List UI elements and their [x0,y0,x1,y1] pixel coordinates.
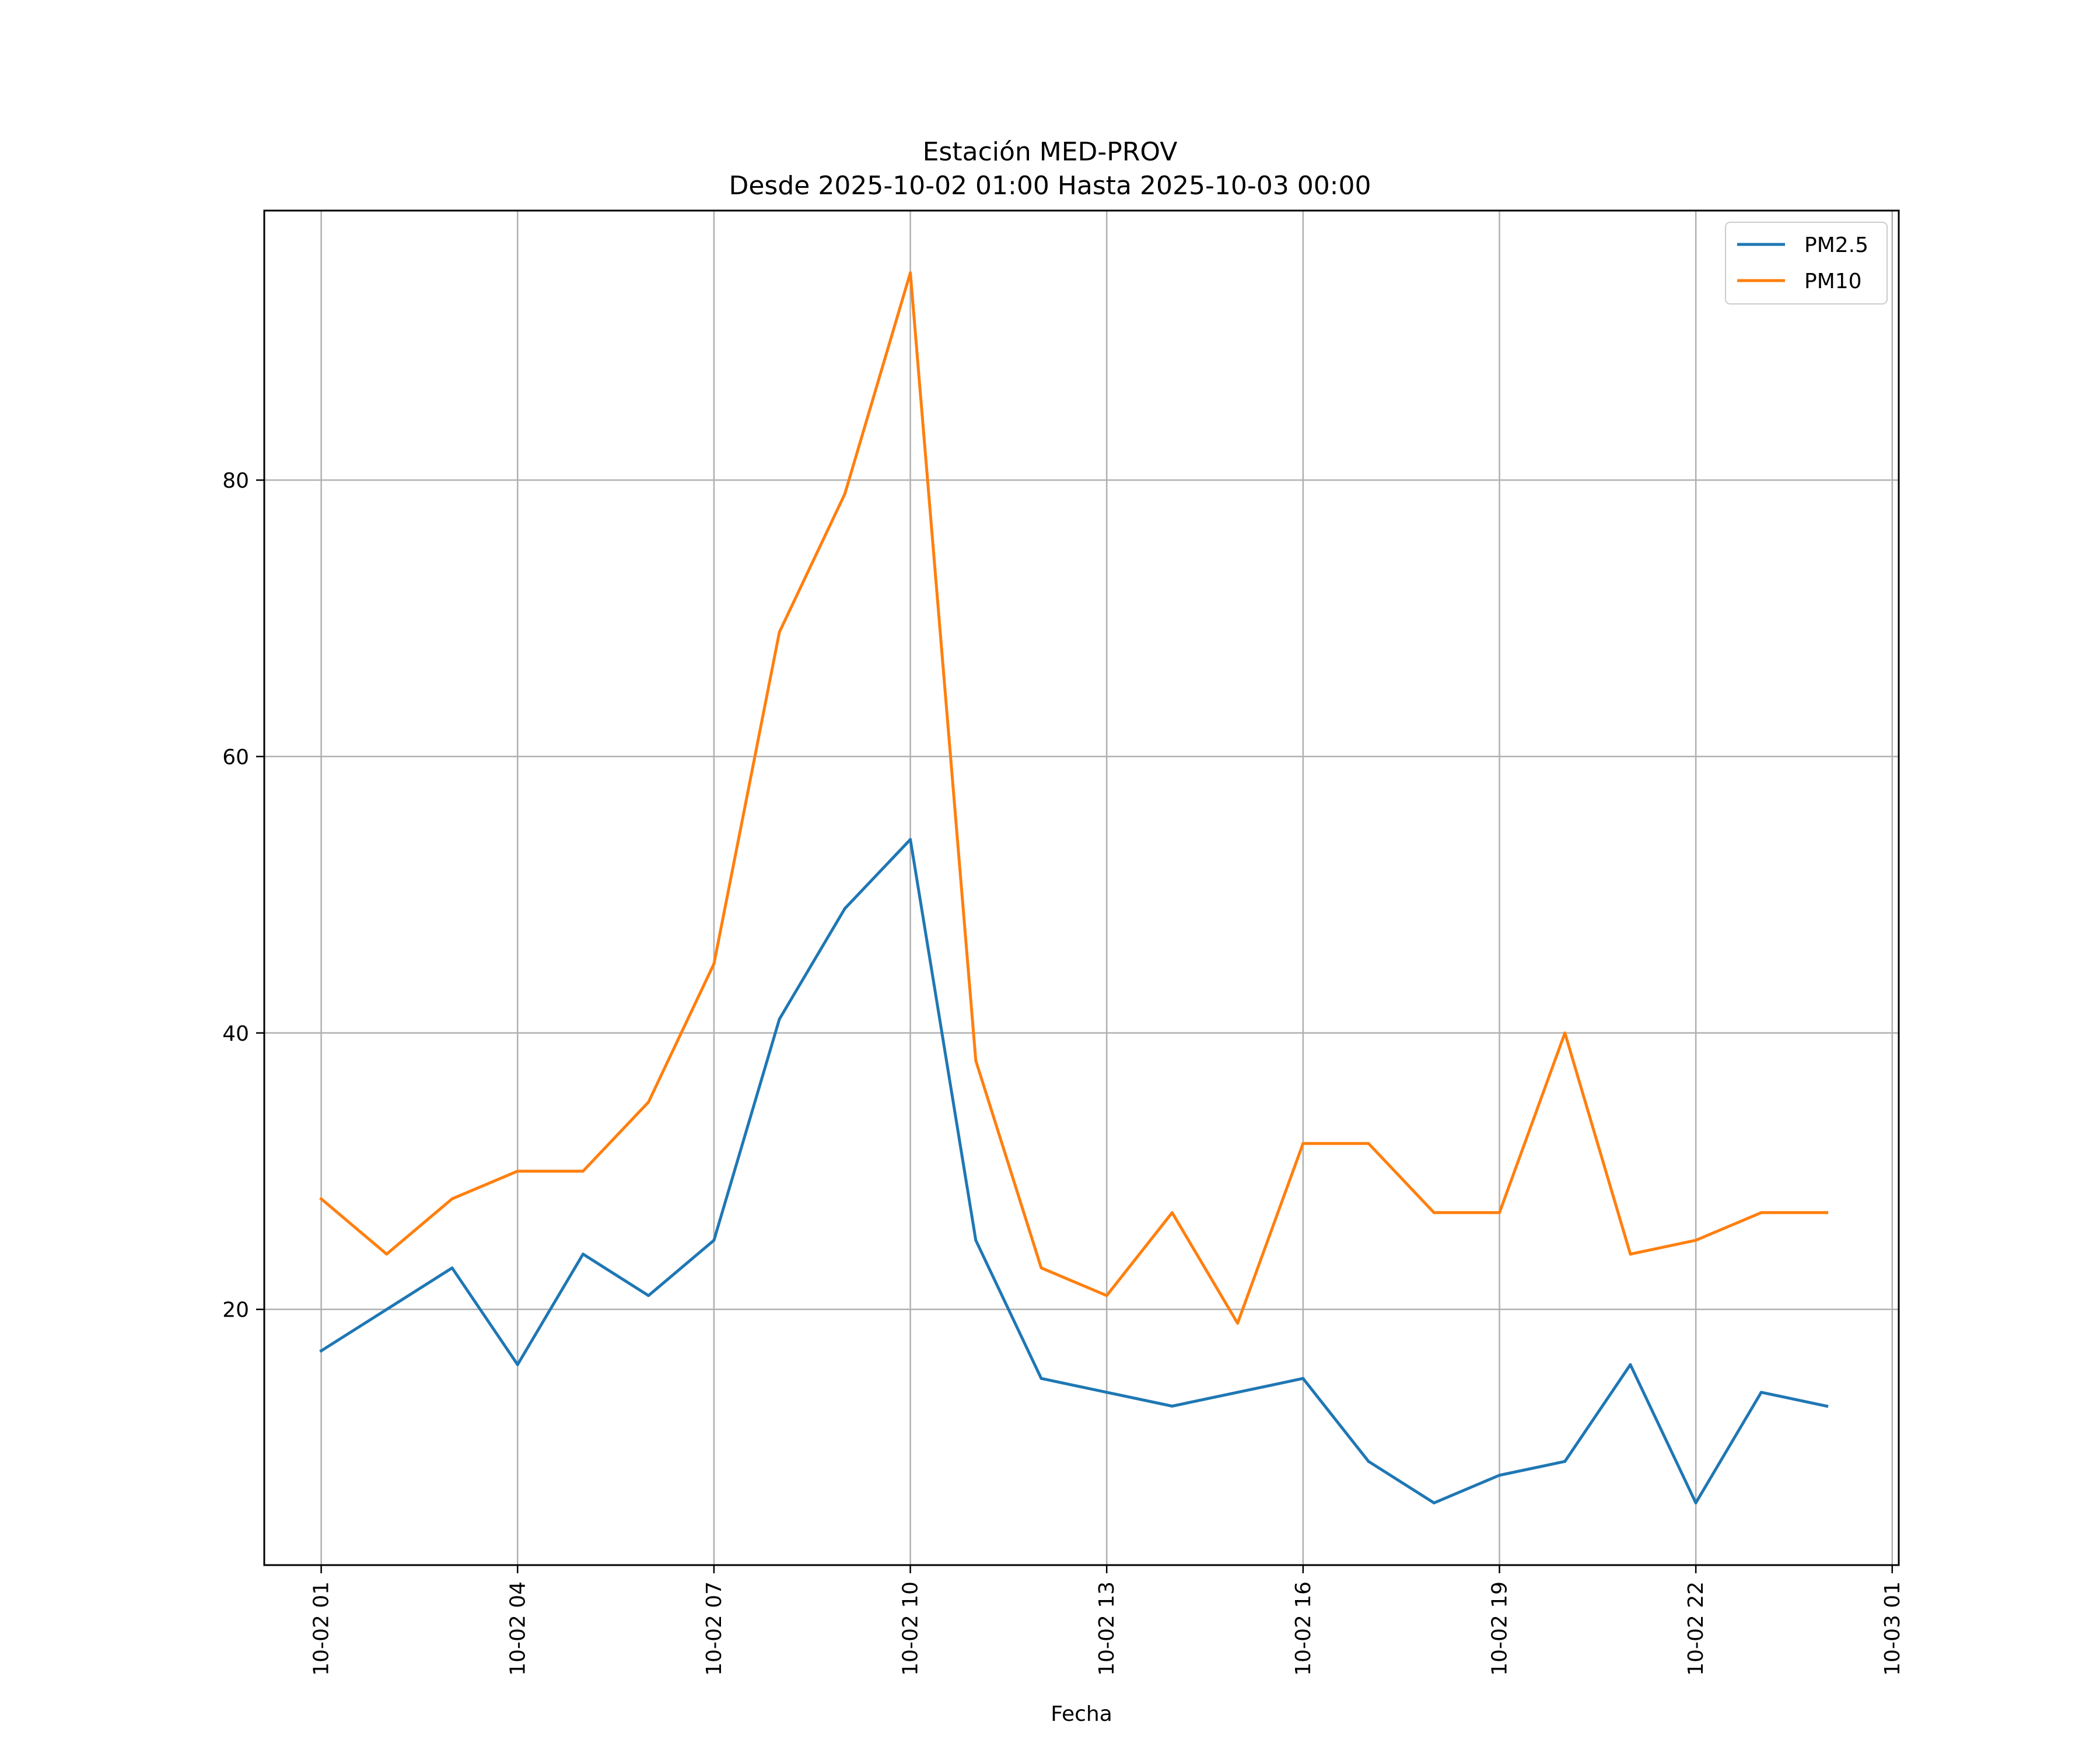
legend-label-pm25: PM2.5 [1804,233,1868,257]
x-tick-label-1: 10-02 04 [506,1581,530,1676]
data-point-pm10 [581,1170,584,1173]
chart-subtitle: Desde 2025-10-02 01:00 Hasta 2025-10-03 … [729,171,1371,201]
legend-label-pm10: PM10 [1804,270,1862,293]
data-point-pm10 [843,492,846,496]
data-point-pm10 [909,271,912,275]
x-tick-label-8: 10-03 01 [1881,1581,1905,1676]
data-point-pm25 [1170,1405,1174,1408]
data-point-pm25 [1105,1391,1108,1394]
data-point-pm25 [385,1308,388,1311]
tick-layer: 10-02 01 10-02 04 10-02 07 10-02 10 10-02 13… [222,469,1905,1676]
data-point-pm10 [1170,1211,1174,1214]
data-point-pm10 [1105,1294,1108,1297]
data-point-pm25 [516,1363,519,1366]
legend-box [1725,222,1888,304]
data-point-pm10 [385,1252,388,1256]
x-tick-label-2: 10-02 07 [702,1581,726,1676]
data-point-pm25 [1301,1377,1305,1380]
y-tick-label-1: 40 [222,1022,249,1046]
data-point-pm25 [581,1252,584,1256]
chart-title: Estación MED-PROV [923,137,1178,167]
data-point-pm25 [778,1017,781,1021]
data-point-pm10 [1563,1031,1567,1035]
data-point-pm10 [320,1197,323,1200]
data-point-pm25 [1497,1474,1501,1477]
data-point-pm25 [1040,1377,1043,1380]
data-point-pm25 [1367,1460,1370,1463]
data-point-pm25 [843,907,846,911]
data-point-pm25 [1629,1363,1632,1366]
data-point-pm10 [647,1100,650,1104]
legend: PM2.5 PM10 [1725,222,1888,304]
data-point-pm25 [450,1266,454,1270]
plot-frame [263,209,1900,1566]
data-point-pm10 [1432,1211,1436,1214]
data-point-pm10 [1236,1321,1240,1325]
data-point-pm10 [516,1170,519,1173]
data-point-pm25 [1236,1391,1240,1394]
data-point-pm10 [778,631,781,634]
series-line-pm25 [319,838,1829,1504]
data-point-pm10 [1367,1142,1370,1145]
data-point-pm10 [1040,1266,1043,1270]
y-tick-label-2: 60 [222,746,249,769]
x-tick-label-0: 10-02 01 [310,1581,334,1676]
grid-layer [264,211,1899,1565]
x-tick-label-3: 10-02 10 [899,1581,923,1676]
data-point-pm10 [1694,1238,1698,1242]
data-point-pm10 [1759,1211,1763,1214]
data-point-pm10 [450,1197,454,1200]
data-point-pm25 [974,1238,978,1242]
data-point-pm25 [1825,1405,1829,1408]
data-point-pm25 [1694,1501,1698,1504]
data-point-pm10 [1301,1142,1305,1145]
series-layer [319,271,1829,1504]
data-point-pm25 [1563,1460,1567,1463]
y-tick-label-3: 80 [222,469,249,493]
data-point-pm10 [1497,1211,1501,1214]
data-point-pm25 [712,1238,716,1242]
x-tick-label-6: 10-02 19 [1488,1581,1511,1676]
data-point-pm25 [647,1294,650,1297]
y-tick-label-0: 20 [222,1298,249,1322]
data-point-pm25 [1432,1501,1436,1504]
x-axis-label: Fecha [1051,1702,1112,1726]
data-point-pm10 [974,1059,978,1062]
data-point-pm25 [909,838,912,841]
x-tick-label-7: 10-02 22 [1684,1581,1708,1676]
data-point-pm25 [1759,1391,1763,1394]
series-line-pm10 [319,271,1829,1325]
data-point-pm10 [712,962,716,965]
x-tick-label-5: 10-02 16 [1292,1581,1315,1676]
data-point-pm25 [320,1349,323,1353]
data-point-pm10 [1629,1252,1632,1256]
x-tick-label-4: 10-02 13 [1095,1581,1119,1676]
data-point-pm10 [1825,1211,1829,1214]
